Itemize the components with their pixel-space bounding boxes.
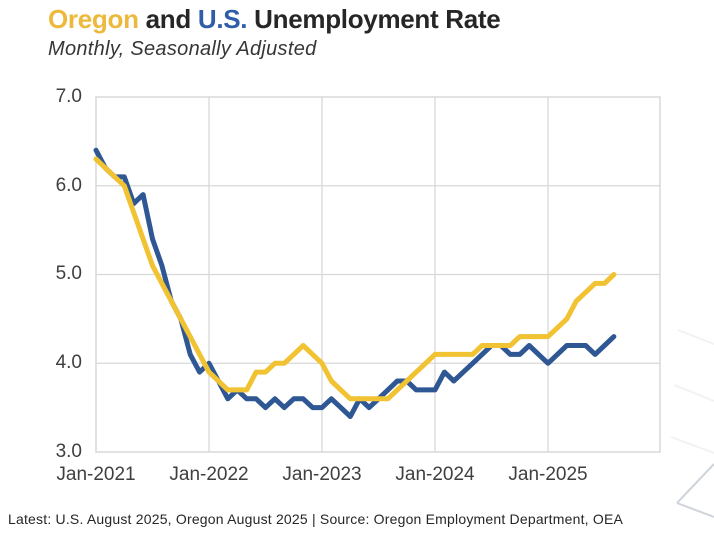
watermark-line (676, 463, 714, 504)
y-tick-label: 7.0 (55, 86, 82, 107)
y-tick-label: 5.0 (55, 263, 82, 284)
x-tick-label: Jan-2021 (56, 464, 136, 485)
watermark-line-faint (673, 384, 714, 402)
header: Oregon and U.S. Unemployment Rate Monthl… (48, 4, 501, 61)
plot-border (95, 96, 661, 453)
watermark-line-faint (677, 329, 714, 345)
x-tick-label: Jan-2025 (508, 464, 588, 485)
chart-subtitle: Monthly, Seasonally Adjusted (48, 38, 317, 60)
title-us: U.S. (197, 4, 248, 34)
page-title: Oregon and U.S. Unemployment Rate (48, 4, 501, 35)
watermark-line (676, 502, 714, 518)
y-tick-label: 3.0 (55, 441, 82, 462)
title-and: and (145, 4, 192, 34)
title-rest: Unemployment Rate (254, 4, 501, 34)
y-tick-label: 4.0 (55, 352, 82, 373)
y-tick-label: 6.0 (55, 175, 82, 196)
x-tick-label: Jan-2024 (395, 464, 475, 485)
watermark-line-faint (670, 436, 714, 454)
us-line (93, 147, 617, 419)
x-tick-label: Jan-2022 (169, 464, 249, 485)
title-oregon: Oregon (48, 4, 139, 34)
footer-source-text: Latest: U.S. August 2025, Oregon August … (8, 511, 624, 527)
oregon-line (93, 156, 617, 402)
x-tick-label: Jan-2023 (282, 464, 362, 485)
